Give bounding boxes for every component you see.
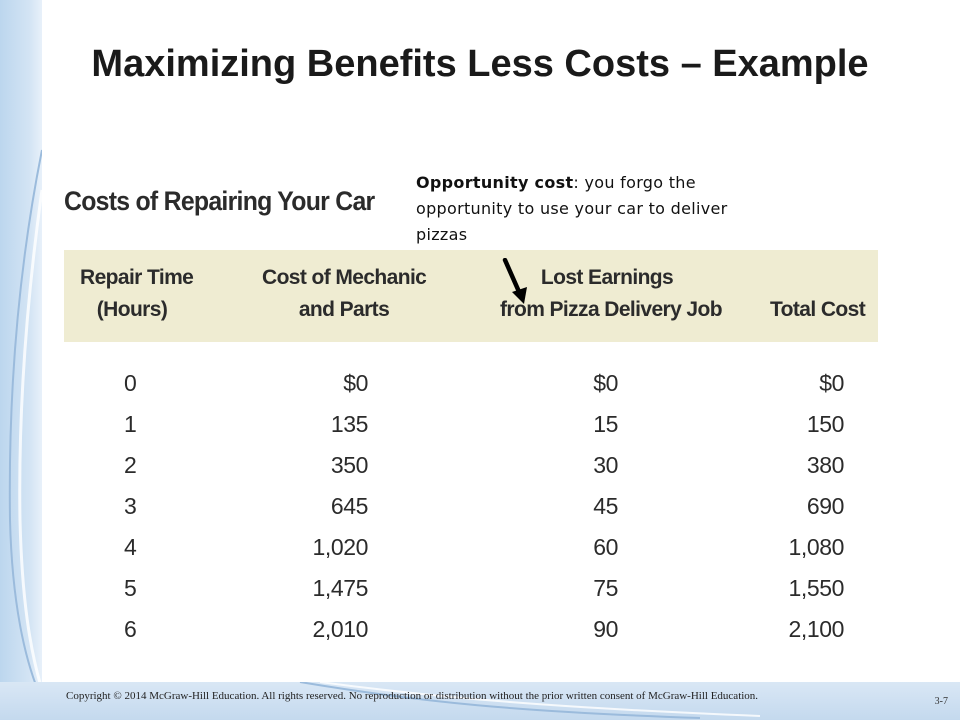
cell-lost-earnings: 45 xyxy=(593,493,618,519)
table-title: Costs of Repairing Your Car xyxy=(64,186,375,216)
header-total-cost: Total Cost xyxy=(770,298,866,321)
cell-mechanic-cost: 2,010 xyxy=(312,616,368,642)
cell-total-cost: 1,550 xyxy=(788,575,844,601)
cell-total-cost: $0 xyxy=(819,370,844,396)
bottom-decorative-band xyxy=(0,682,960,720)
annotation-text: : you forgo the opportunity to use your … xyxy=(416,173,728,244)
table-row: 3 645 45 690 xyxy=(0,489,960,527)
cell-lost-earnings: $0 xyxy=(593,370,618,396)
cell-repair-time: 1 xyxy=(124,411,137,437)
decorative-swoosh xyxy=(8,149,42,701)
cell-mechanic-cost: $0 xyxy=(343,370,368,396)
cell-repair-time: 0 xyxy=(124,370,137,396)
cell-repair-time: 5 xyxy=(124,575,137,601)
cell-lost-earnings: 15 xyxy=(593,411,618,437)
cell-total-cost: 690 xyxy=(806,493,845,519)
table-row: 6 2,010 90 2,100 xyxy=(0,612,960,650)
cell-total-cost: 2,100 xyxy=(788,616,844,642)
cell-repair-time: 4 xyxy=(124,534,137,560)
cell-total-cost: 150 xyxy=(806,411,845,437)
header-lost-earnings: Lost Earnings from Pizza Delivery Job xyxy=(500,266,723,321)
cell-repair-time: 6 xyxy=(124,616,137,642)
cell-mechanic-cost: 135 xyxy=(330,411,369,437)
cell-total-cost: 1,080 xyxy=(788,534,844,560)
cell-lost-earnings: 30 xyxy=(593,452,618,478)
cell-lost-earnings: 90 xyxy=(593,616,618,642)
annotation-term: Opportunity cost xyxy=(416,173,574,192)
page-number: 3-7 xyxy=(934,696,948,707)
cell-mechanic-cost: 645 xyxy=(330,493,369,519)
cell-mechanic-cost: 1,020 xyxy=(312,534,368,560)
header-repair-time: Repair Time (Hours) xyxy=(80,266,194,321)
slide-title: Maximizing Benefits Less Costs – Example xyxy=(91,43,869,85)
arrow-icon xyxy=(500,257,530,311)
table-row: 2 350 30 380 xyxy=(0,448,960,486)
table-row: 0 $0 $0 $0 xyxy=(0,366,960,404)
left-decorative-band xyxy=(0,0,42,720)
bottom-swoosh xyxy=(299,682,761,719)
copyright-footer: Copyright © 2014 McGraw-Hill Education. … xyxy=(66,690,759,702)
cell-repair-time: 2 xyxy=(124,452,137,478)
table-header-band xyxy=(64,250,878,342)
cell-mechanic-cost: 350 xyxy=(330,452,369,478)
cell-total-cost: 380 xyxy=(806,452,845,478)
cell-mechanic-cost: 1,475 xyxy=(312,575,368,601)
cell-lost-earnings: 60 xyxy=(593,534,618,560)
header-mechanic-cost: Cost of Mechanic and Parts xyxy=(262,266,427,321)
cell-lost-earnings: 75 xyxy=(593,575,618,601)
opportunity-cost-note: Opportunity cost: you forgo the opportun… xyxy=(416,170,746,248)
table-row: 1 135 15 150 xyxy=(0,407,960,445)
cell-repair-time: 3 xyxy=(124,493,137,519)
table-row: 4 1,020 60 1,080 xyxy=(0,530,960,568)
table-row: 5 1,475 75 1,550 xyxy=(0,571,960,609)
